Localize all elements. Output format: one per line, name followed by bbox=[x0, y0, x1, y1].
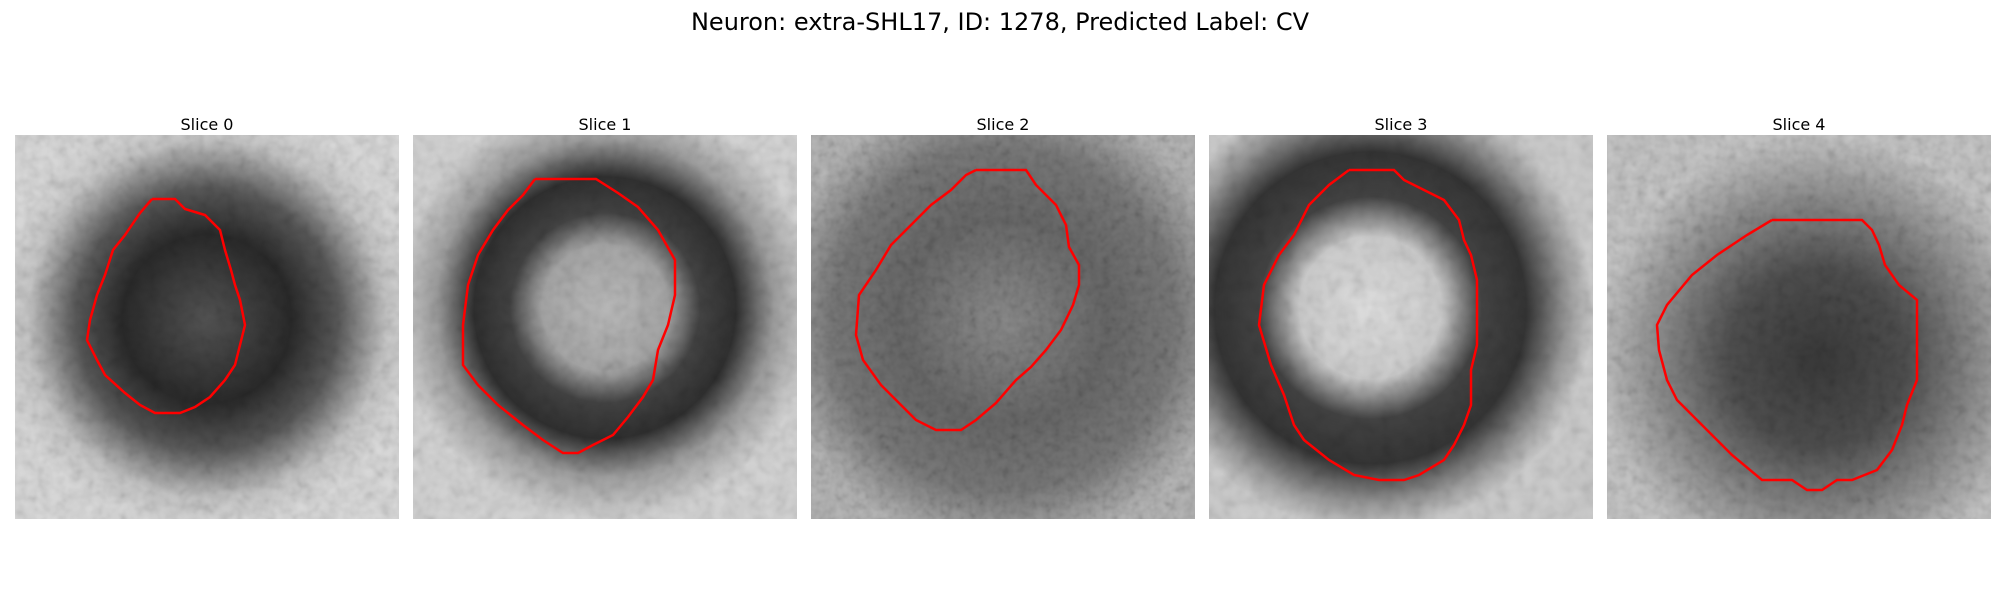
slice-title-1: Slice 1 bbox=[578, 115, 632, 134]
slice-image-4 bbox=[1607, 135, 1991, 519]
slice-title-0: Slice 0 bbox=[180, 115, 234, 134]
slice-image-0 bbox=[15, 135, 399, 519]
contour-3 bbox=[1257, 168, 1479, 482]
figure-title: Neuron: extra-SHL17, ID: 1278, Predicted… bbox=[690, 8, 1310, 36]
slice-image-1 bbox=[413, 135, 797, 519]
contour-4 bbox=[1655, 218, 1919, 492]
slice-panel-2: Slice 2 bbox=[811, 115, 1195, 519]
slice-title-4: Slice 4 bbox=[1772, 115, 1826, 134]
slice-title-2: Slice 2 bbox=[976, 115, 1030, 134]
slice-title-3: Slice 3 bbox=[1374, 115, 1428, 134]
slice-2-svg bbox=[811, 135, 1195, 519]
slice-image-2 bbox=[811, 135, 1195, 519]
slice-0-svg bbox=[15, 135, 399, 519]
slice-4-svg bbox=[1607, 135, 1991, 519]
slice-image-3 bbox=[1209, 135, 1593, 519]
slice-panel-4: Slice 4 bbox=[1607, 115, 1991, 519]
slice-1-svg bbox=[413, 135, 797, 519]
slice-panel-0: Slice 0 bbox=[15, 115, 399, 519]
slice-panel-3: Slice 3 bbox=[1209, 115, 1593, 519]
contour-1 bbox=[461, 177, 677, 455]
slice-panel-1: Slice 1 bbox=[413, 115, 797, 519]
slice-3-svg bbox=[1209, 135, 1593, 519]
contour-2 bbox=[854, 168, 1081, 432]
contour-0 bbox=[85, 197, 247, 415]
